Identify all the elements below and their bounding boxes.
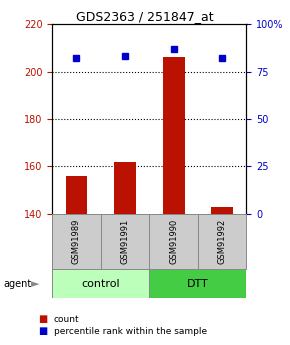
- Text: ►: ►: [30, 279, 39, 289]
- Bar: [66, 176, 87, 214]
- Text: GDS2363 / 251847_at: GDS2363 / 251847_at: [76, 10, 214, 23]
- Text: count: count: [54, 315, 79, 324]
- Bar: [149, 214, 198, 269]
- Bar: [114, 162, 136, 214]
- Text: DTT: DTT: [187, 279, 209, 289]
- Text: agent: agent: [3, 279, 31, 289]
- Text: GSM91989: GSM91989: [72, 219, 81, 264]
- Text: percentile rank within the sample: percentile rank within the sample: [54, 327, 207, 336]
- Bar: [52, 269, 149, 298]
- Bar: [101, 214, 149, 269]
- Text: ■: ■: [38, 326, 47, 336]
- Text: GSM91991: GSM91991: [121, 219, 130, 264]
- Text: control: control: [81, 279, 120, 289]
- Bar: [198, 214, 246, 269]
- Bar: [163, 57, 184, 214]
- Text: ■: ■: [38, 314, 47, 324]
- Text: GSM91990: GSM91990: [169, 219, 178, 264]
- Text: GSM91992: GSM91992: [218, 219, 227, 264]
- Bar: [211, 207, 233, 214]
- Bar: [149, 269, 246, 298]
- Bar: [52, 214, 101, 269]
